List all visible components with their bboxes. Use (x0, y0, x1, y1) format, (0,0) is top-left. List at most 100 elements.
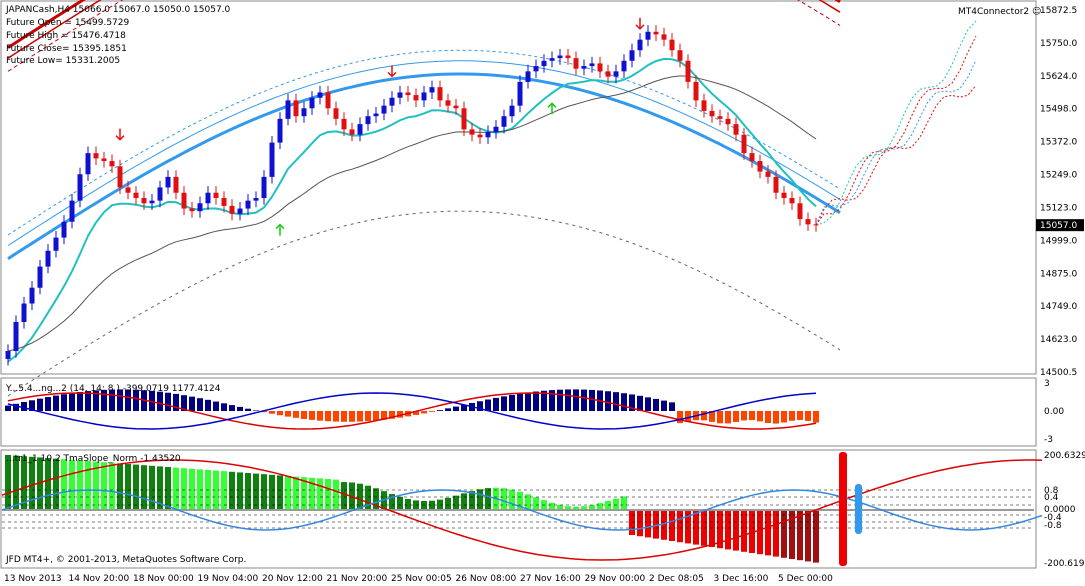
candle-body (445, 100, 451, 106)
x-tick-label: 27 Nov 16:00 (520, 574, 581, 584)
slope-bar (189, 468, 195, 510)
candle-body (485, 132, 491, 138)
x-tick-label: 2 Dec 08:05 (649, 574, 704, 584)
slope-bar (757, 510, 763, 555)
slope-bar (165, 467, 171, 510)
slope-bar (621, 496, 627, 510)
slope-bar (37, 457, 43, 510)
slope-bar (29, 456, 35, 510)
osc-bar (341, 411, 347, 422)
slope-bar (813, 510, 819, 563)
osc-bar (757, 411, 763, 422)
y-tick-label: 14875.0 (1040, 269, 1077, 279)
candles (5, 25, 819, 366)
candle-body (661, 34, 667, 40)
candle-body (813, 224, 819, 226)
osc-bar (557, 389, 563, 411)
signal-arrow (547, 102, 557, 115)
slope-bar (61, 459, 67, 510)
osc-bar (581, 389, 587, 411)
slope (1, 452, 1043, 566)
projection-line (815, 84, 977, 226)
candle-body (293, 100, 299, 117)
osc-bar (389, 411, 395, 419)
slope-bar (69, 459, 75, 510)
osc-signal-blue (7, 392, 817, 430)
slope-bar (213, 470, 219, 510)
candle-body (413, 95, 419, 101)
osc-bar (429, 411, 435, 412)
candle-body (573, 58, 579, 69)
slope-tick-label: 0.4 (1044, 493, 1059, 503)
candle-body (669, 39, 675, 51)
osc-bar (725, 411, 731, 424)
slope-signal-red (1, 459, 1043, 561)
slope-bar (301, 477, 307, 510)
osc-tick-label: 3 (1044, 379, 1050, 389)
osc-bar (445, 408, 451, 411)
copyright: JFD MT4+, © 2001-2013, MetaQuotes Softwa… (5, 555, 246, 565)
candle-body (53, 237, 59, 251)
candle-body (365, 116, 371, 125)
slope-signal-blue (1, 489, 1043, 531)
slope-bar (285, 476, 291, 510)
osc-bar (509, 394, 515, 411)
slope-bar (685, 510, 691, 544)
x-tick-label: 13 Nov 2013 (4, 574, 62, 584)
candle-body (237, 208, 243, 214)
slope-bar (781, 510, 787, 558)
candle-body (205, 192, 211, 204)
candle-body (317, 92, 323, 98)
candle-body (805, 219, 811, 225)
candle-body (341, 118, 347, 130)
x-tick-label: 5 Dec 00:00 (778, 574, 833, 584)
osc-bar (29, 400, 35, 411)
slope-bar (773, 510, 779, 557)
osc-bar (349, 411, 355, 422)
candle-body (301, 108, 307, 117)
tma-line (7, 57, 817, 363)
axes: 15872.5 15750.0 15624.0 15498.0 15372.0 15249… (4, 6, 1085, 584)
slope-bar (589, 505, 595, 510)
slope-bar (237, 472, 243, 510)
osc-bar (501, 396, 507, 411)
osc-bar (365, 411, 371, 422)
future-close: Future Close= 15395.1851 (6, 44, 127, 54)
osc-bar (813, 411, 819, 423)
slope-bar (333, 479, 339, 510)
y-tick-label: 14500.5 (1040, 368, 1077, 378)
slope-bar (645, 510, 651, 538)
candle-body (461, 108, 467, 130)
candle-body (637, 39, 643, 51)
osc-bar (781, 411, 787, 423)
slope-bar (389, 494, 395, 510)
osc-bar (125, 389, 131, 411)
candle-body (125, 187, 131, 193)
slope-bar (629, 510, 635, 535)
osc-bar (485, 399, 491, 411)
candle-body (781, 192, 787, 198)
slope-bar (797, 510, 803, 561)
y-tick-label: 14749.0 (1040, 302, 1077, 312)
candle-body (389, 97, 395, 106)
future-open: Future Open = 15499.5729 (6, 18, 129, 28)
candle-body (165, 176, 171, 188)
osc-bar (773, 411, 779, 424)
osc-bar (565, 389, 571, 411)
slope-bar (317, 478, 323, 510)
slope-bar (173, 467, 179, 510)
slope-bar (357, 483, 363, 510)
candle-body (629, 50, 635, 61)
slope-bar (445, 497, 451, 510)
slope-bar (677, 510, 683, 543)
osc-bar (701, 411, 707, 421)
candle-body (29, 287, 35, 304)
candle-body (181, 192, 187, 209)
slope-bar (605, 500, 611, 510)
osc-bar (69, 393, 75, 411)
future-high: Future High = 15476.4718 (6, 31, 126, 41)
candle-body (141, 197, 147, 204)
osc-bar (685, 411, 691, 422)
x-tick-label: 20 Nov 12:00 (262, 574, 323, 584)
candle-body (253, 197, 259, 201)
